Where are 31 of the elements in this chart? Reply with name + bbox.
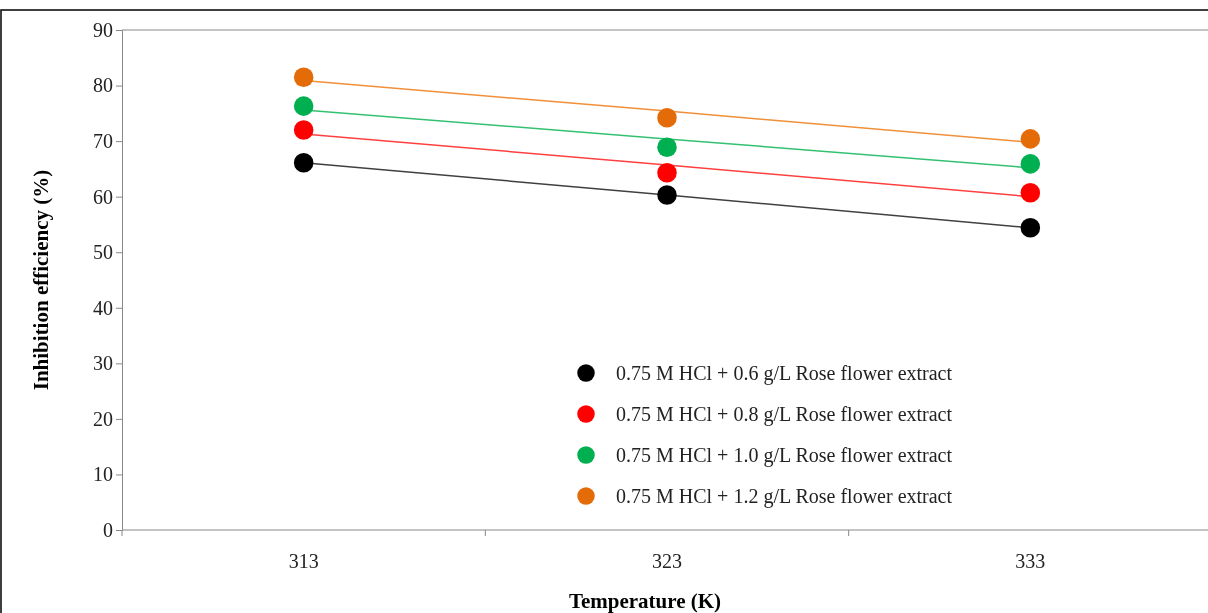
- point: [1020, 129, 1041, 149]
- y-tick-label: 90: [93, 18, 113, 41]
- y-tick-label: 20: [93, 407, 113, 430]
- legend-label: 0.75 M HCl + 0.6 g/L Rose flower extract: [616, 362, 953, 385]
- y-tick-label: 80: [93, 74, 113, 97]
- y-axis-title: Inhibition efficiency (%): [29, 169, 53, 391]
- x-axis-title: Temperature (K): [568, 589, 722, 613]
- point: [1020, 183, 1041, 203]
- point: [657, 163, 677, 183]
- point: [293, 67, 314, 87]
- y-tick-label: 60: [93, 185, 113, 208]
- point: [657, 137, 677, 157]
- y-tick-label: 40: [93, 296, 113, 319]
- x-tick-label: 333: [1015, 550, 1046, 572]
- point: [1020, 154, 1041, 174]
- point: [1020, 218, 1041, 238]
- point: [657, 185, 677, 205]
- legend-label: 0.75 M HCl + 1.2 g/L Rose flower extract: [616, 485, 953, 508]
- y-tick-label: 30: [93, 352, 113, 375]
- legend-label: 0.75 M HCl + 1.0 g/L Rose flower extract: [616, 444, 953, 467]
- x-tick-label: 313: [288, 550, 319, 572]
- point: [293, 120, 314, 140]
- y-tick-label: 10: [93, 463, 113, 486]
- y-tick-label: 50: [93, 241, 113, 264]
- point: [293, 96, 314, 116]
- point: [293, 153, 314, 173]
- legend-label: 0.75 M HCl + 0.8 g/L Rose flower extract: [616, 403, 953, 426]
- y-tick-label: 0: [103, 518, 113, 541]
- y-tick-label: 70: [93, 130, 113, 153]
- point: [657, 108, 677, 128]
- x-tick-label: 323: [652, 550, 682, 572]
